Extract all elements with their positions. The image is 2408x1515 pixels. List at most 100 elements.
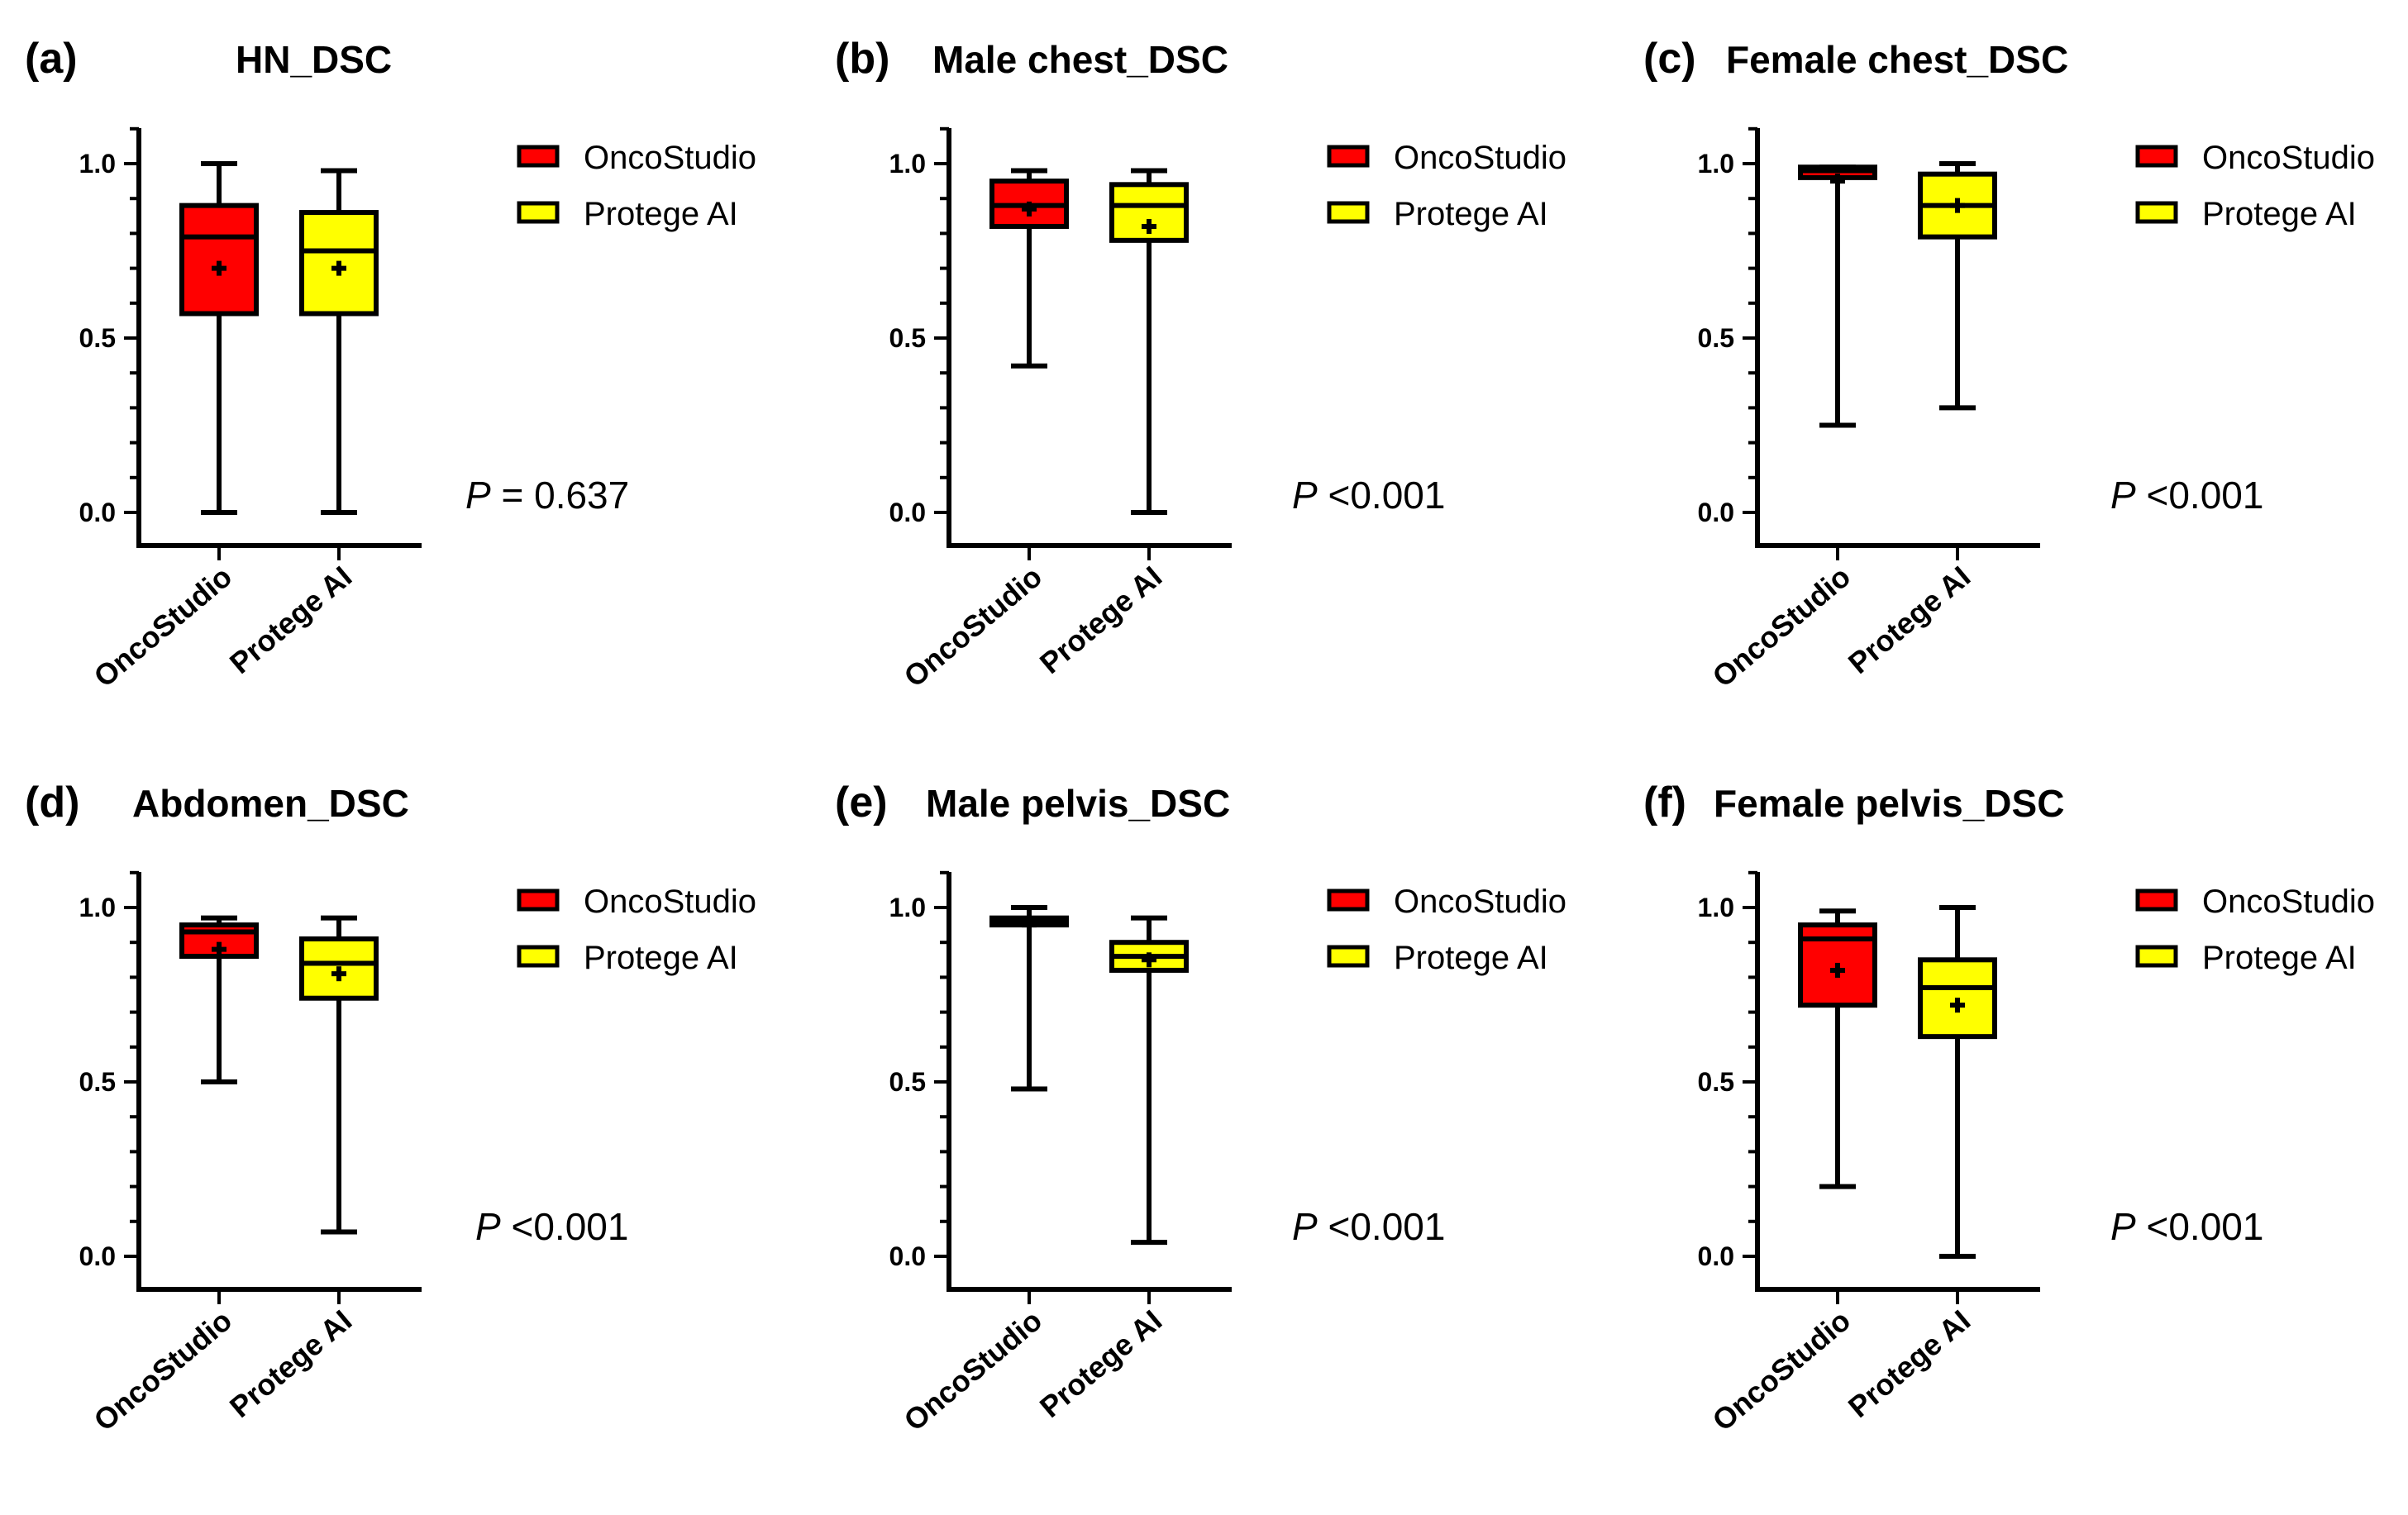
box-protege-ai (1918, 905, 1997, 1259)
box-protege-ai (299, 915, 379, 1235)
legend-swatch (1327, 945, 1370, 968)
panel-letter: (d) (25, 779, 79, 827)
panel-title: Female pelvis_DSC (1714, 782, 2064, 825)
y-tick-label: 0.5 (79, 323, 116, 353)
y-tick-label: 1.0 (1698, 149, 1734, 179)
legend-swatch (517, 889, 560, 912)
legend-label: OncoStudio (584, 884, 756, 920)
panel-d: (d) Abdomen_DSC0.00.51.0OncoStudioProtege… (25, 779, 756, 1437)
box-oncostudio (1798, 164, 1877, 428)
x-tick-label: OncoStudio (88, 1303, 239, 1438)
legend-swatch (2135, 945, 2178, 968)
x-tick-label: OncoStudio (1706, 560, 1857, 694)
legend-label: Protege AI (1394, 196, 1548, 232)
panel-letter: (b) (835, 35, 889, 83)
panel-title: Abdomen_DSC (132, 782, 409, 825)
legend-swatch (517, 945, 560, 968)
box-protege-ai (1109, 915, 1189, 1246)
y-tick-label: 0.5 (1698, 1067, 1734, 1097)
p-value: <0.001 (2136, 474, 2264, 517)
legend-label: OncoStudio (1394, 140, 1566, 176)
y-tick-label: 0.0 (889, 498, 926, 527)
box-protege-ai (1918, 161, 1997, 411)
legend-label: OncoStudio (584, 140, 756, 176)
legend-label: OncoStudio (2202, 884, 2375, 920)
legend-swatch (2135, 889, 2178, 912)
p-value-annotation: P <0.001 (1292, 474, 1445, 517)
legend-label: OncoStudio (1394, 884, 1566, 920)
p-value: <0.001 (1318, 474, 1446, 517)
p-value-annotation: P = 0.637 (465, 474, 629, 517)
x-tick-label: Protege AI (1842, 560, 1976, 680)
panel-b: (b) Male chest_DSC0.00.51.0OncoStudioProt… (835, 35, 1566, 693)
x-tick-label: OncoStudio (898, 560, 1049, 694)
box-protege-ai (1109, 168, 1189, 515)
legend-swatch (2135, 201, 2178, 224)
box-iqr (179, 202, 259, 317)
x-tick-label: Protege AI (1842, 1303, 1976, 1424)
y-tick-label: 1.0 (1698, 893, 1734, 922)
panel-letter: (a) (25, 35, 78, 83)
x-tick-label: Protege AI (223, 1303, 358, 1424)
p-label: P (475, 1205, 501, 1248)
legend-label: Protege AI (2202, 940, 2357, 976)
y-tick-label: 0.0 (1698, 1241, 1734, 1271)
x-tick-label: Protege AI (223, 560, 358, 680)
p-value-annotation: P <0.001 (475, 1205, 628, 1248)
p-value-annotation: P <0.001 (1292, 1205, 1445, 1248)
box-oncostudio (1798, 908, 1877, 1189)
legend-swatch (1327, 201, 1370, 224)
legend-label: Protege AI (584, 940, 738, 976)
p-label: P (2110, 1205, 2136, 1248)
x-tick-label: Protege AI (1033, 560, 1168, 680)
panel-c: (c) Female chest_DSC0.00.51.0OncoStudioPr… (1643, 35, 2375, 693)
p-label: P (1292, 1205, 1318, 1248)
y-tick-label: 1.0 (79, 893, 116, 922)
y-tick-label: 0.5 (1698, 323, 1734, 353)
x-tick-label: OncoStudio (88, 560, 239, 694)
x-tick-label: OncoStudio (1706, 1303, 1857, 1438)
p-value: = 0.637 (491, 474, 630, 517)
legend-label: OncoStudio (2202, 140, 2375, 176)
box-oncostudio (989, 168, 1069, 369)
p-value: <0.001 (1318, 1205, 1446, 1248)
p-value: <0.001 (501, 1205, 629, 1248)
y-tick-label: 0.5 (79, 1067, 116, 1097)
p-value: <0.001 (2136, 1205, 2264, 1248)
y-tick-label: 1.0 (79, 149, 116, 179)
panel-letter: (f) (1643, 779, 1686, 827)
panel-letter: (e) (835, 779, 888, 827)
y-tick-label: 0.0 (79, 498, 116, 527)
p-label: P (1292, 474, 1318, 517)
y-tick-label: 1.0 (889, 149, 926, 179)
p-label: P (465, 474, 491, 517)
legend-label: Protege AI (2202, 196, 2357, 232)
panel-e: (e) Male pelvis_DSC0.00.51.0OncoStudioPro… (835, 779, 1566, 1437)
p-label: P (2110, 474, 2136, 517)
y-tick-label: 0.0 (1698, 498, 1734, 527)
box-oncostudio (179, 161, 259, 515)
box-oncostudio (179, 915, 259, 1084)
y-tick-label: 0.0 (79, 1241, 116, 1271)
panel-title: Male pelvis_DSC (926, 782, 1230, 825)
panel-letter: (c) (1643, 35, 1696, 83)
box-iqr (1109, 182, 1189, 243)
box-protege-ai (299, 168, 379, 515)
box-oncostudio (989, 905, 1069, 1092)
p-value-annotation: P <0.001 (2110, 474, 2263, 517)
y-tick-label: 0.0 (889, 1241, 926, 1271)
panel-f: (f) Female pelvis_DSC0.00.51.0OncoStudioP… (1643, 779, 2375, 1437)
panel-title: HN_DSC (236, 38, 392, 81)
legend-swatch (517, 201, 560, 224)
panel-title: Male chest_DSC (932, 38, 1228, 81)
x-tick-label: Protege AI (1033, 1303, 1168, 1424)
legend-swatch (1327, 889, 1370, 912)
y-tick-label: 1.0 (889, 893, 926, 922)
panel-title: Female chest_DSC (1726, 38, 2068, 81)
y-tick-label: 0.5 (889, 323, 926, 353)
legend-label: Protege AI (1394, 940, 1548, 976)
legend-swatch (517, 145, 560, 168)
x-tick-label: OncoStudio (898, 1303, 1049, 1438)
